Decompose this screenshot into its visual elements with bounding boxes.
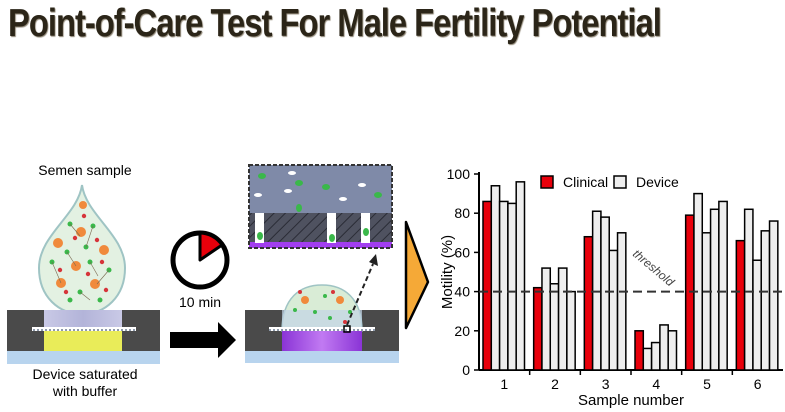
svg-text:0: 0 xyxy=(462,362,470,378)
svg-text:3: 3 xyxy=(602,376,610,392)
svg-text:Sample number: Sample number xyxy=(578,392,684,409)
svg-text:20: 20 xyxy=(454,323,470,339)
svg-text:60: 60 xyxy=(454,244,470,260)
device-with-sample-icon xyxy=(245,254,399,363)
semen-sample-label: Semen sample xyxy=(38,162,132,178)
microchannel-inset xyxy=(248,164,393,249)
result-arrow-icon xyxy=(404,220,430,330)
svg-text:6: 6 xyxy=(754,376,762,392)
device-saturated-icon xyxy=(7,310,160,364)
svg-text:threshold: threshold xyxy=(630,247,677,290)
process-arrow-icon xyxy=(170,322,236,358)
page-title: Point-of-Care Test For Male Fertility Po… xyxy=(8,2,662,45)
timer-clock-icon xyxy=(170,230,230,290)
svg-text:5: 5 xyxy=(703,376,711,392)
svg-text:4: 4 xyxy=(652,376,660,392)
svg-text:40: 40 xyxy=(454,284,470,300)
svg-text:2: 2 xyxy=(551,376,559,392)
svg-text:1: 1 xyxy=(500,376,508,392)
device-label: Device saturated with buffer xyxy=(32,366,138,399)
svg-text:80: 80 xyxy=(454,205,470,221)
motility-bar-chart: 0 20 40 60 80 100 1 2 3 4 5 6 threshold Sample number… xyxy=(439,166,783,409)
semen-drop-icon xyxy=(37,184,127,316)
timer-label: 10 min xyxy=(178,294,222,310)
svg-text:100: 100 xyxy=(447,166,471,182)
svg-text:Clinical: Clinical xyxy=(563,174,608,190)
svg-text:Motility (%): Motility (%) xyxy=(439,235,456,309)
svg-text:Device: Device xyxy=(636,174,679,190)
